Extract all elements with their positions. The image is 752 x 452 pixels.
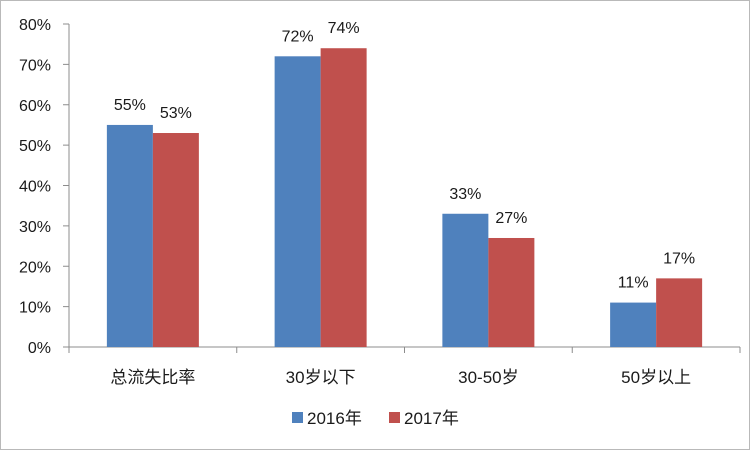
bars xyxy=(106,48,703,348)
bar xyxy=(488,237,535,347)
y-tick-label: 50% xyxy=(19,138,51,155)
data-label: 27% xyxy=(495,210,527,227)
legend: 2016年 2017年 xyxy=(292,409,459,428)
bar xyxy=(442,213,489,347)
bar xyxy=(106,124,153,347)
bar xyxy=(320,48,367,347)
y-tick-label: 40% xyxy=(19,179,51,196)
y-tick-label: 20% xyxy=(19,259,51,276)
y-tick-label: 10% xyxy=(19,300,51,317)
legend-swatch xyxy=(389,412,400,423)
category-label: 总流失比率 xyxy=(110,368,195,387)
data-label: 72% xyxy=(282,28,314,45)
legend-swatch xyxy=(292,412,303,423)
data-label: 53% xyxy=(160,105,192,122)
category-label: 30-50岁 xyxy=(458,368,518,387)
category-labels: 总流失比率 30岁以下 30-50岁 50岁以上 xyxy=(110,368,691,387)
data-label: 33% xyxy=(449,186,481,203)
bar xyxy=(656,278,703,347)
data-labels: 55% 53% 72% 74% 33% 27% 11% 17% xyxy=(114,20,695,291)
data-label: 17% xyxy=(663,250,695,267)
legend-label: 2017年 xyxy=(404,409,459,428)
y-tick-label: 30% xyxy=(19,219,51,236)
y-tick-label: 70% xyxy=(19,57,51,74)
data-label: 55% xyxy=(114,97,146,114)
bar xyxy=(610,302,657,347)
data-label: 74% xyxy=(328,20,360,37)
y-tick-label: 0% xyxy=(28,340,51,357)
bar xyxy=(274,56,321,348)
y-tick-labels: 0% 10% 20% 30% 40% 50% 60% 70% 80% xyxy=(19,17,51,357)
bar xyxy=(152,133,199,347)
y-tick-label: 80% xyxy=(19,17,51,34)
category-label: 30岁以下 xyxy=(286,368,356,387)
category-label: 50岁以上 xyxy=(621,368,691,387)
data-label: 11% xyxy=(618,275,649,292)
legend-label: 2016年 xyxy=(307,409,362,428)
y-tick-label: 60% xyxy=(19,98,51,115)
